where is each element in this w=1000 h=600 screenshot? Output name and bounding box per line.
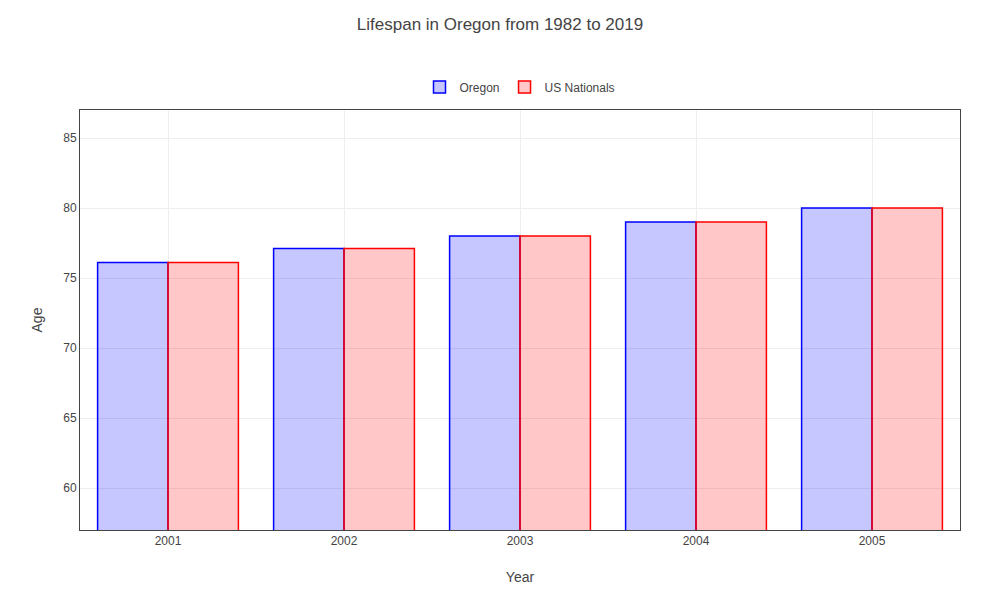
svg-text:60: 60 bbox=[63, 481, 77, 495]
svg-text:85: 85 bbox=[63, 131, 77, 145]
svg-text:2002: 2002 bbox=[331, 534, 358, 548]
svg-text:2001: 2001 bbox=[155, 534, 182, 548]
svg-text:Oregon: Oregon bbox=[460, 81, 500, 95]
svg-text:US Nationals: US Nationals bbox=[545, 81, 615, 95]
svg-text:70: 70 bbox=[63, 341, 77, 355]
svg-text:65: 65 bbox=[63, 411, 77, 425]
svg-text:2004: 2004 bbox=[683, 534, 710, 548]
svg-text:Lifespan in Oregon from 1982 t: Lifespan in Oregon from 1982 to 2019 bbox=[357, 15, 643, 34]
svg-text:Age: Age bbox=[29, 307, 45, 332]
svg-text:2005: 2005 bbox=[859, 534, 886, 548]
svg-text:Year: Year bbox=[506, 569, 535, 585]
svg-text:2003: 2003 bbox=[507, 534, 534, 548]
svg-text:75: 75 bbox=[63, 271, 77, 285]
svg-text:80: 80 bbox=[63, 201, 77, 215]
